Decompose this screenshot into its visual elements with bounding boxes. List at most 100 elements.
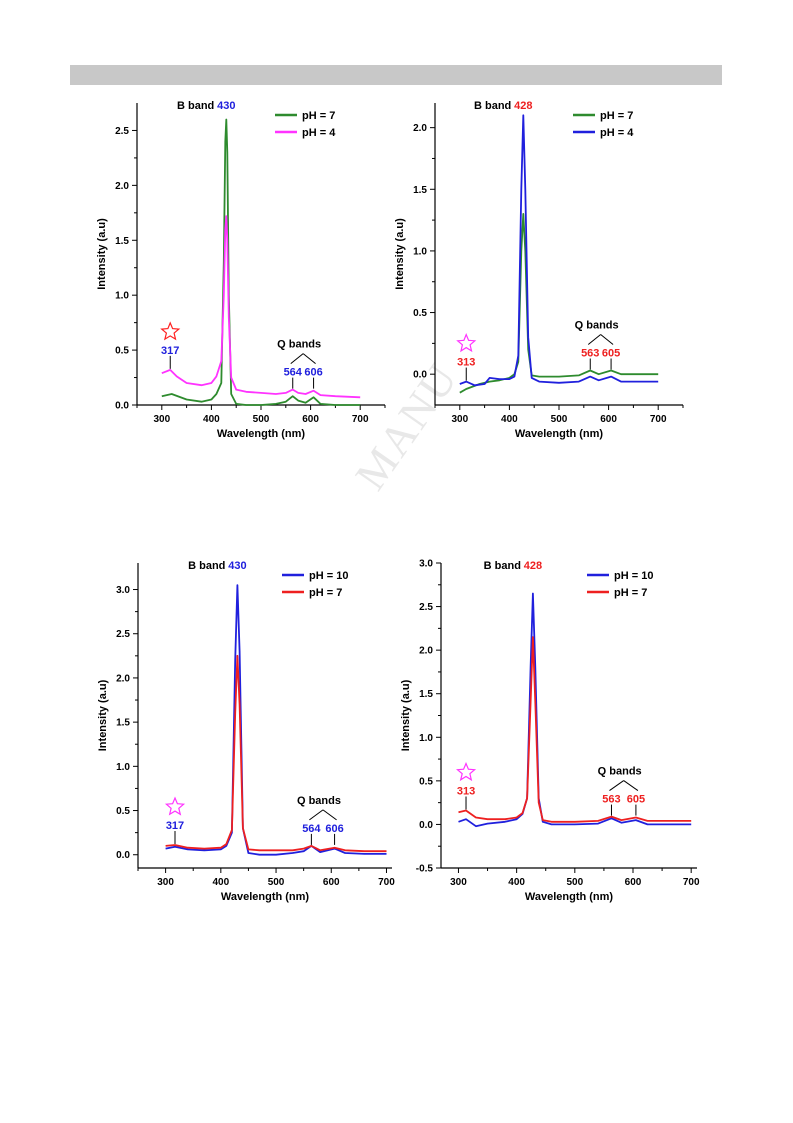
x-tick-label: 300 bbox=[153, 414, 170, 425]
y-axis-label: Intensity (a.u) bbox=[394, 218, 406, 290]
q-bracket-right bbox=[600, 334, 614, 345]
y-tick-label: 1.5 bbox=[419, 689, 433, 700]
b-peak-label: 428 bbox=[514, 100, 532, 112]
y-tick-label: 2.0 bbox=[419, 646, 433, 657]
q-bracket-left bbox=[587, 334, 601, 345]
x-tick-label: 700 bbox=[683, 877, 700, 888]
q-bracket-left bbox=[290, 353, 304, 365]
series-line-2 bbox=[165, 654, 387, 853]
b-peak-label: 430 bbox=[228, 560, 246, 572]
chart-panel-3: 300 400 500 600 700 0.0 0.5 1.0 1.5 2.0 2.5 3.0 Wave… bbox=[97, 560, 395, 903]
b-peak-label: 430 bbox=[217, 100, 235, 112]
legend-label: pH = 7 bbox=[309, 587, 342, 599]
y-tick-label: 1.0 bbox=[419, 733, 433, 744]
legend-label: pH = 4 bbox=[302, 127, 336, 139]
y-tick-label: 1.0 bbox=[116, 762, 130, 773]
q1-peak-label: 563 bbox=[581, 347, 599, 359]
y-tick-label: 1.5 bbox=[115, 236, 129, 247]
y-tick-label: 2.0 bbox=[116, 673, 130, 684]
b-band-label: B band bbox=[474, 100, 511, 112]
y-tick-label: 0.0 bbox=[115, 401, 129, 412]
legend-label: pH = 7 bbox=[302, 110, 335, 122]
series-line-1 bbox=[459, 213, 659, 394]
star-icon bbox=[456, 333, 477, 353]
y-tick-label: 3.0 bbox=[419, 559, 433, 570]
x-axis-label: Wavelength (nm) bbox=[515, 428, 604, 440]
legend-label: pH = 7 bbox=[600, 110, 633, 122]
series-line-1 bbox=[161, 118, 361, 406]
x-axis-label: Wavelength (nm) bbox=[221, 891, 310, 903]
y-tick-label: 1.5 bbox=[116, 718, 130, 729]
q2-peak-label: 605 bbox=[627, 794, 645, 806]
x-tick-label: 500 bbox=[566, 877, 583, 888]
legend-label: pH = 10 bbox=[309, 570, 348, 582]
y-tick-label: 1.0 bbox=[115, 291, 129, 302]
q2-peak-label: 606 bbox=[304, 367, 322, 379]
y-tick-label: 0.5 bbox=[413, 308, 427, 319]
x-tick-label: 700 bbox=[378, 877, 395, 888]
star-icon bbox=[160, 321, 181, 341]
chart-panel-1: 300 400 500 600 700 0.0 0.5 1.0 1.5 2.0 2.5 Wavelen… bbox=[96, 100, 386, 440]
q-bracket-left bbox=[609, 780, 624, 791]
y-tick-label: 0.0 bbox=[116, 850, 130, 861]
star-icon bbox=[164, 796, 186, 816]
x-tick-label: 600 bbox=[323, 877, 340, 888]
x-tick-label: 500 bbox=[253, 414, 270, 425]
extra-peak-label: 317 bbox=[166, 820, 184, 832]
y-tick-label: -0.5 bbox=[416, 864, 434, 875]
x-tick-label: 400 bbox=[501, 414, 518, 425]
b-band-label: B band bbox=[177, 100, 214, 112]
q1-peak-label: 564 bbox=[284, 367, 303, 379]
series-line-2 bbox=[161, 215, 361, 399]
y-tick-label: 2.0 bbox=[115, 181, 129, 192]
series-line-1 bbox=[165, 584, 387, 856]
series-line-2 bbox=[458, 636, 692, 823]
q-bracket-right bbox=[322, 809, 337, 821]
x-tick-label: 300 bbox=[157, 877, 174, 888]
x-tick-label: 700 bbox=[352, 414, 369, 425]
x-tick-label: 500 bbox=[268, 877, 285, 888]
series-line-2 bbox=[459, 114, 659, 387]
y-tick-label: 1.0 bbox=[413, 246, 427, 257]
header-bar bbox=[70, 65, 722, 85]
b-band-label: B band bbox=[484, 560, 521, 572]
q-bracket-right bbox=[302, 353, 316, 365]
y-tick-label: 0.5 bbox=[116, 806, 130, 817]
q1-peak-label: 564 bbox=[302, 823, 321, 835]
q2-peak-label: 606 bbox=[325, 823, 343, 835]
x-tick-label: 400 bbox=[508, 877, 525, 888]
x-tick-label: 400 bbox=[203, 414, 220, 425]
extra-peak-label: 313 bbox=[457, 785, 475, 797]
x-axis-label: Wavelength (nm) bbox=[525, 891, 614, 903]
y-tick-label: 0.0 bbox=[419, 820, 433, 831]
extra-peak-label: 313 bbox=[457, 357, 475, 369]
q-bands-label: Q bands bbox=[575, 319, 619, 331]
y-tick-label: 1.5 bbox=[413, 185, 427, 196]
q-bracket-right bbox=[623, 780, 639, 791]
q1-peak-label: 563 bbox=[602, 794, 620, 806]
q2-peak-label: 605 bbox=[602, 347, 620, 359]
x-tick-label: 600 bbox=[625, 877, 642, 888]
y-tick-label: 0.5 bbox=[419, 776, 433, 787]
x-tick-label: 700 bbox=[650, 414, 667, 425]
y-tick-label: 2.0 bbox=[413, 123, 427, 134]
legend-label: pH = 4 bbox=[600, 127, 634, 139]
y-axis-label: Intensity (a.u) bbox=[400, 679, 412, 751]
y-axis-label: Intensity (a.u) bbox=[96, 218, 108, 290]
x-tick-label: 400 bbox=[212, 877, 229, 888]
x-tick-label: 500 bbox=[551, 414, 568, 425]
legend-label: pH = 7 bbox=[614, 587, 647, 599]
q-bands-label: Q bands bbox=[297, 795, 341, 807]
y-tick-label: 2.5 bbox=[419, 602, 433, 613]
q-bands-label: Q bands bbox=[598, 766, 642, 778]
star-icon bbox=[456, 761, 477, 782]
y-tick-label: 0.0 bbox=[413, 370, 427, 381]
b-peak-label: 428 bbox=[524, 560, 542, 572]
chart-panel-2: 300 400 500 600 700 0.0 0.5 1.0 1.5 2.0 Wavelength… bbox=[394, 100, 684, 440]
y-tick-label: 0.5 bbox=[115, 346, 129, 357]
legend-label: pH = 10 bbox=[614, 570, 653, 582]
y-tick-label: 3.0 bbox=[116, 585, 130, 596]
x-tick-label: 600 bbox=[302, 414, 319, 425]
x-tick-label: 300 bbox=[451, 414, 468, 425]
q-bracket-left bbox=[309, 809, 324, 821]
